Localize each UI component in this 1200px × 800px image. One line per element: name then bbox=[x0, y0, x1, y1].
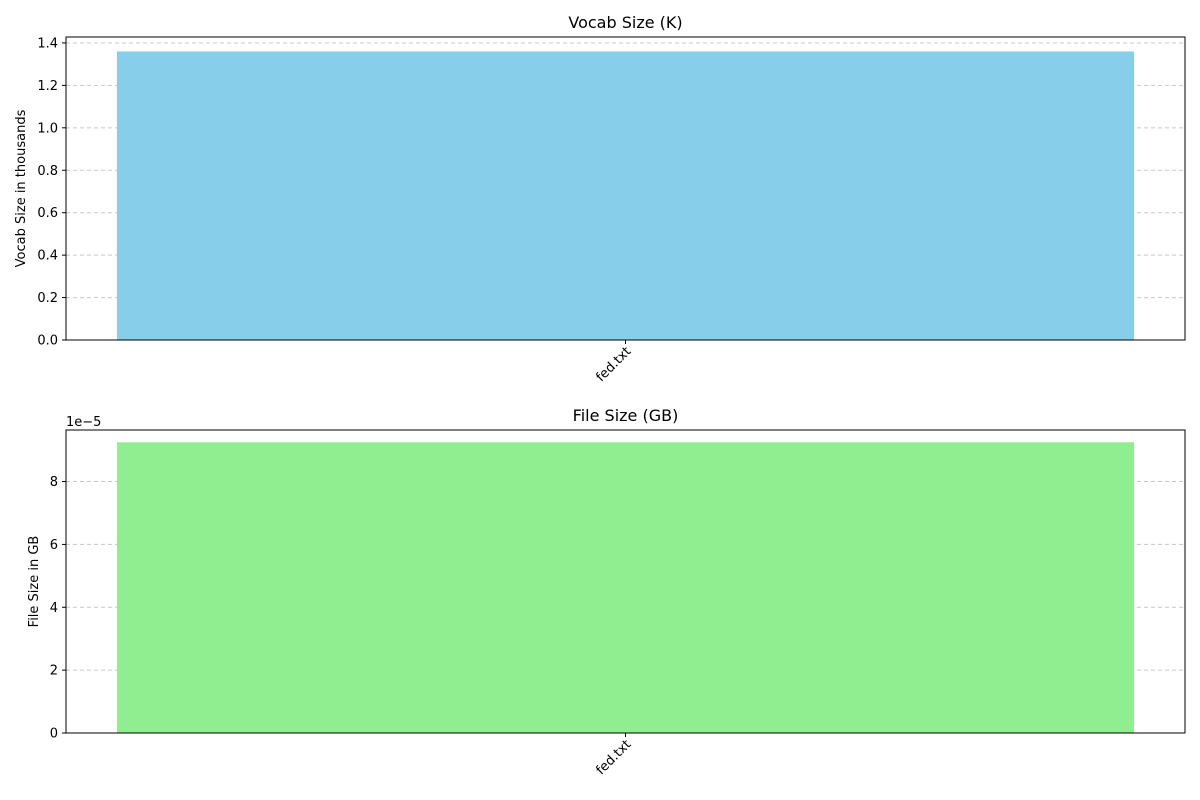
y-tick-label: 1.2 bbox=[37, 79, 58, 94]
y-tick-label: 2 bbox=[50, 664, 58, 679]
chart-panel-1: 0.0 0.2 0.4 0.6 0.8 1.0 1.2 1.4 fed.txt Vocab Siz… bbox=[14, 13, 1186, 385]
y-offset-label: 1e−5 bbox=[66, 415, 101, 430]
chart-title: Vocab Size (K) bbox=[568, 13, 682, 32]
y-tick-label: 0.8 bbox=[37, 164, 58, 179]
x-tick-label: fed.txt bbox=[593, 344, 634, 385]
y-tick-label: 8 bbox=[50, 475, 58, 490]
y-axis-label: File Size in GB bbox=[27, 536, 42, 628]
y-tick-label: 0.4 bbox=[37, 249, 58, 264]
bar bbox=[116, 442, 1135, 733]
y-tick-label: 0.0 bbox=[37, 334, 58, 349]
y-tick-label: 1.4 bbox=[37, 36, 58, 51]
y-tick-label: 4 bbox=[50, 601, 58, 616]
chart-title: File Size (GB) bbox=[573, 406, 679, 425]
y-tick-label: 0 bbox=[50, 727, 58, 742]
y-tick-label: 0.2 bbox=[37, 291, 58, 306]
y-tick-label: 1.0 bbox=[37, 121, 58, 136]
chart-panel-2: 0 2 4 6 8 fed.txt File Size (GB) File Size in G… bbox=[27, 406, 1186, 778]
bar bbox=[116, 51, 1135, 341]
y-axis-label: Vocab Size in thousands bbox=[14, 109, 29, 267]
y-tick-label: 0.6 bbox=[37, 206, 58, 221]
y-tick-label: 6 bbox=[50, 538, 58, 553]
x-tick-label: fed.txt bbox=[593, 737, 634, 778]
